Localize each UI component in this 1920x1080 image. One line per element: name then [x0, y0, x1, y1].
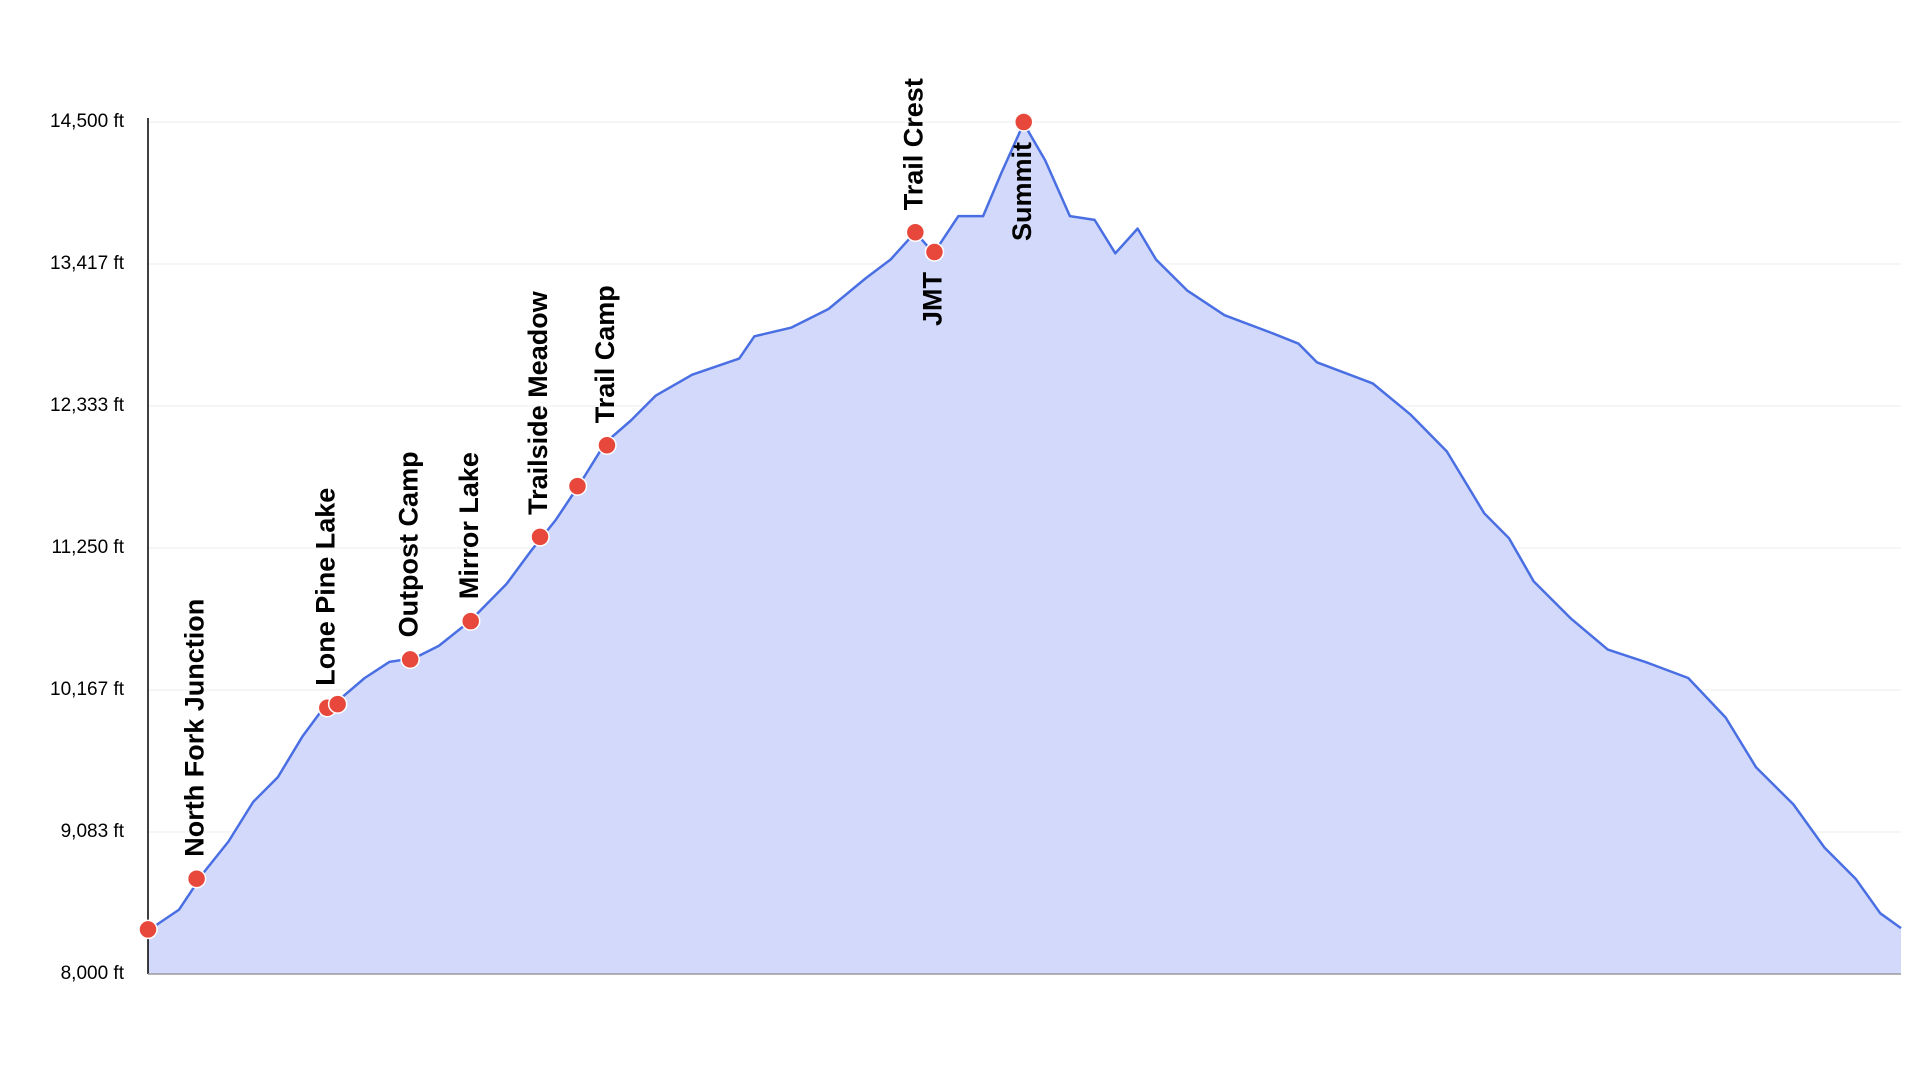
y-tick-label: 11,250 ft	[51, 537, 124, 558]
waypoint-label: Lone Pine Lake	[310, 488, 340, 686]
waypoint-label: JMT	[918, 272, 948, 327]
area-line	[147, 122, 1902, 932]
waypoint-marker	[924, 242, 945, 262]
waypoint-marker	[905, 222, 926, 242]
waypoint-label: Trail Camp	[590, 285, 620, 423]
waypoint-label: Trailside Meadow	[523, 290, 553, 515]
waypoint-marker	[327, 694, 348, 714]
y-tick-label: 10,167 ft	[50, 679, 125, 700]
y-tick-label: 8,000 ft	[61, 963, 125, 984]
waypoint-marker	[400, 649, 420, 670]
waypoint-marker	[567, 476, 588, 496]
waypoint-label: North Fork Junction	[180, 599, 210, 857]
waypoint-label: Summit	[1007, 142, 1037, 241]
y-tick-label: 12,333 ft	[50, 395, 125, 416]
waypoint-label: Trail Crest	[898, 78, 928, 210]
y-tick-label: 14,500 ft	[50, 111, 125, 132]
waypoint-marker	[1013, 112, 1034, 132]
waypoint-marker	[460, 611, 481, 631]
waypoint-marker	[138, 919, 158, 940]
waypoint-marker	[597, 435, 617, 455]
waypoint-label: Outpost Camp	[393, 451, 423, 637]
waypoint-marker	[186, 868, 207, 889]
waypoint-marker	[530, 527, 550, 547]
y-tick-label: 9,083 ft	[61, 821, 125, 842]
y-tick-label: 13,417 ft	[50, 253, 125, 274]
waypoint-label: Mirror Lake	[454, 452, 484, 599]
area-fill	[148, 123, 1901, 975]
